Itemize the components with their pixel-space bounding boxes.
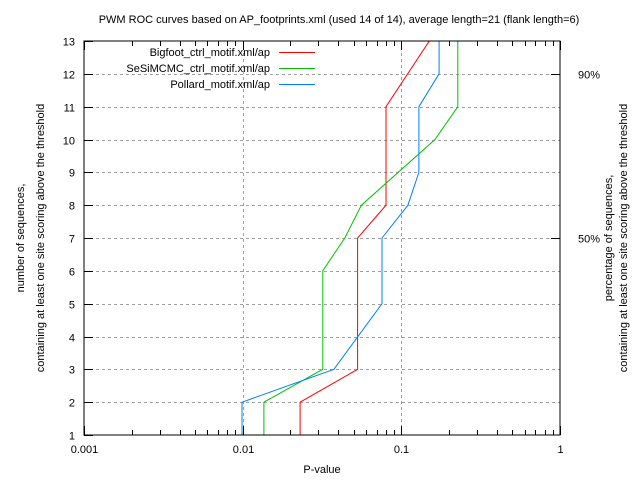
x-tick-label: 1 <box>557 444 563 456</box>
y-tick-label: 11 <box>64 103 75 115</box>
y-tick-label: 5 <box>69 300 75 312</box>
y2-axis-label-line2: containing at least one site scoring abo… <box>618 104 630 372</box>
y-tick-label: 6 <box>69 267 75 279</box>
y-tick-label: 8 <box>69 201 75 213</box>
legend: Bigfoot_ctrl_motif.xml/ap SeSiMCMC_ctrl_m… <box>126 47 315 91</box>
y-tick-label: 12 <box>63 70 75 82</box>
y-tick-label: 10 <box>63 136 75 148</box>
legend-label-3: Pollard_motif.xml/ap <box>170 79 270 91</box>
x-axis-label: P-value <box>303 464 340 476</box>
y2-axis-label-line1: percentage of sequences, <box>603 175 615 302</box>
y-axis-label-line2: containing at least one site scoring abo… <box>35 104 47 372</box>
series-lines <box>241 40 459 435</box>
y-tick-label: 3 <box>69 365 75 377</box>
y-tick-label: 2 <box>69 398 75 410</box>
series-line-1 <box>299 40 430 435</box>
legend-label-1: Bigfoot_ctrl_motif.xml/ap <box>150 47 270 59</box>
series-line-2 <box>263 41 459 435</box>
y-tick-label: 9 <box>69 168 75 180</box>
y-tick-label: 1 <box>69 431 75 443</box>
x-tick-label: 0.001 <box>71 444 99 456</box>
y2-tick-label: 90% <box>578 70 600 82</box>
y-tick-label: 7 <box>69 234 75 246</box>
y2-tick-label: 50% <box>578 234 600 246</box>
y-tick-label: 4 <box>69 333 75 345</box>
y-axis-label-line1: number of sequences, <box>15 184 27 293</box>
x-tick-label: 0.01 <box>233 444 254 456</box>
plot-border <box>83 40 561 436</box>
x-tick-label: 0.1 <box>394 444 409 456</box>
series-line-3 <box>241 41 440 435</box>
grid <box>84 41 560 435</box>
legend-label-2: SeSiMCMC_ctrl_motif.xml/ap <box>126 63 270 75</box>
y-tick-label: 13 <box>63 37 75 49</box>
chart-title: PWM ROC curves based on AP_footprints.xm… <box>99 14 580 26</box>
